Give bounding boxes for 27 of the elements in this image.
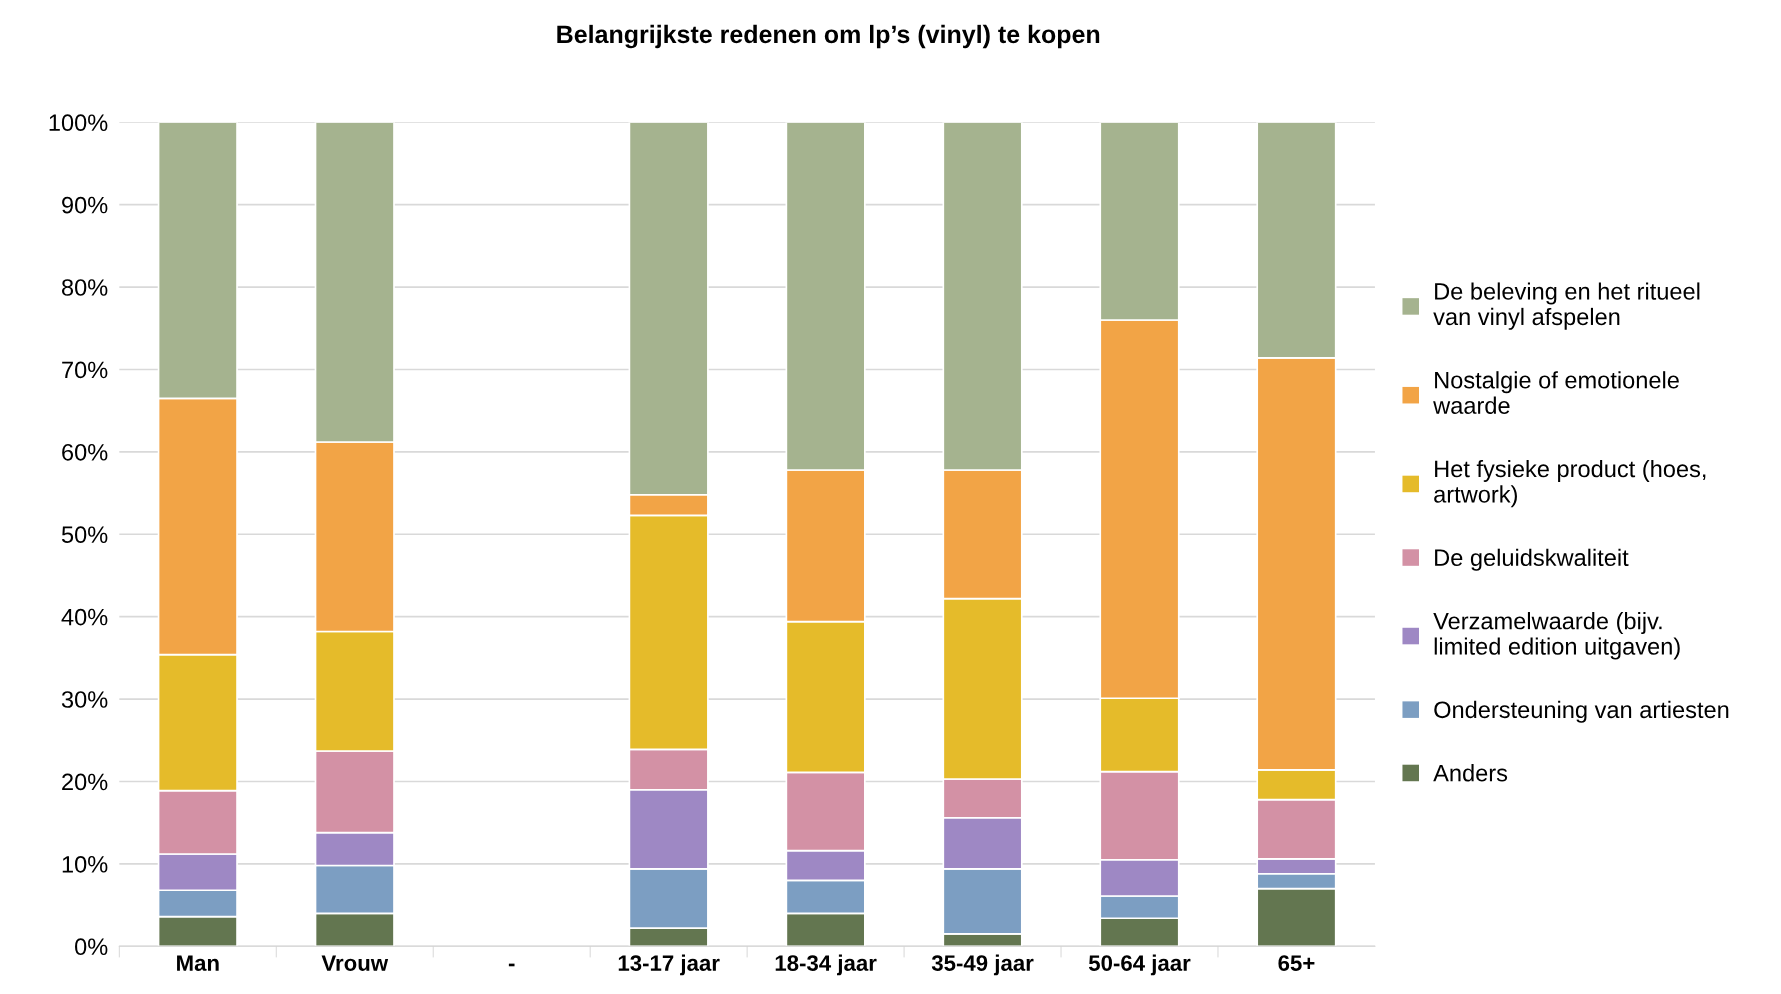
legend-label: Het fysieke product (hoes, artwork) [1434, 459, 1706, 508]
y-tick-label: 0% [75, 938, 108, 956]
y-tick-label: 50% [61, 526, 108, 544]
x-tick-label: 65+ [1278, 955, 1315, 971]
y-tick-label: 10% [62, 855, 108, 873]
y-tick-label: 60% [62, 443, 108, 461]
x-tick-label: - [508, 963, 515, 967]
x-tick-label: 13-17 jaar [618, 954, 720, 976]
x-tick-label: 18-34 jaar [775, 954, 877, 976]
legend-label: Verzamelwaarde (bijv. limited edition uitgaven) [1433, 612, 1680, 660]
y-tick-label: 70% [62, 361, 108, 379]
legend-label: Ondersteuning van artiesten [1434, 700, 1729, 723]
legend-label: Anders [1433, 764, 1508, 782]
y-tick-label: 100% [49, 114, 108, 132]
y-tick-label: 30% [61, 691, 108, 708]
x-tick-label: 50-64 jaar [1088, 954, 1191, 976]
x-tick-label: Vrouw [321, 955, 389, 971]
chart-title: Belangrijkste redenen om lp’s (vinyl) te kopen [557, 24, 1100, 49]
y-tick-label: 20% [62, 773, 108, 791]
legend-label: De beleving en het ritueel van vinyl afspelen [1433, 282, 1700, 330]
y-tick-label: 90% [62, 196, 108, 214]
x-tick-label: Man [177, 955, 219, 971]
y-tick-label: 80% [61, 279, 108, 296]
legend-label: De geluidskwaliteit [1435, 548, 1629, 571]
y-tick-label: 40% [61, 608, 108, 626]
x-tick-label: 35-49 jaar [931, 954, 1034, 976]
legend-label: Nostalgie of emotionele waarde [1433, 371, 1679, 414]
